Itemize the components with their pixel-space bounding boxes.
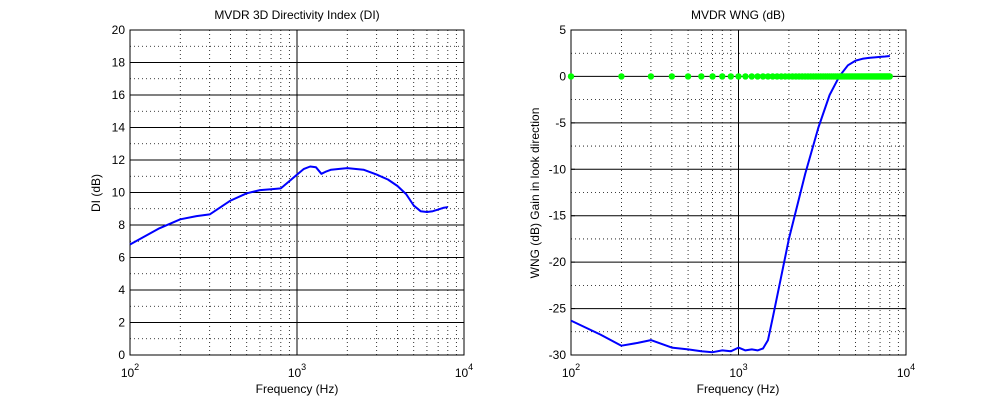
data-point [698, 73, 705, 80]
series-line [570, 55, 890, 354]
data-point [684, 73, 692, 80]
x-tick-label: 102 [562, 362, 580, 380]
y-tick-label: 2 [118, 316, 125, 330]
marker-series [567, 73, 893, 80]
y-tick-label: 5 [559, 23, 566, 37]
y-tick-label: 0 [118, 348, 125, 362]
data-point [709, 73, 716, 80]
data-point [742, 73, 749, 80]
y-tick-label: 0 [559, 69, 566, 83]
plot-frame [129, 29, 465, 356]
data-point [735, 73, 742, 80]
y-tick-label: 10 [112, 186, 126, 200]
y-tick-label: 16 [112, 88, 126, 102]
data-point [618, 73, 625, 80]
x-tick-label: 102 [121, 362, 139, 380]
y-tick-label: 14 [112, 121, 126, 135]
plot-frame [570, 29, 907, 356]
data-point [754, 73, 761, 80]
x-tick-label: 103 [729, 362, 747, 380]
x-axis-label: Frequency (Hz) [697, 382, 780, 396]
y-tick-label: 18 [112, 56, 126, 70]
y-tick-label: -15 [549, 209, 567, 223]
y-tick-label: 20 [112, 23, 126, 37]
white-noise-gain-chart: MVDR WNG (dB) Frequency (Hz) WNG (dB) Ga… [528, 8, 915, 396]
chart-title: MVDR 3D Directivity Index (DI) [214, 8, 379, 22]
y-tick-label: 4 [118, 283, 125, 297]
y-tick-label: -5 [555, 116, 566, 130]
data-point [764, 73, 772, 80]
y-tick-label: 8 [118, 218, 125, 232]
data-point [567, 73, 575, 80]
chart-title: MVDR WNG (dB) [691, 8, 785, 22]
data-point [668, 73, 676, 80]
y-tick-label: -20 [549, 255, 567, 269]
y-tick-label: -30 [549, 348, 567, 362]
y-tick-label: -25 [549, 302, 567, 316]
x-tick-label: 104 [455, 362, 473, 380]
data-point [727, 73, 735, 80]
x-axis-label: Frequency (Hz) [256, 382, 339, 396]
data-point [719, 73, 726, 80]
data-point [647, 73, 655, 80]
data-point [759, 73, 767, 80]
y-axis-label: DI (dB) [89, 174, 103, 212]
data-point [769, 73, 776, 80]
y-tick-label: 6 [118, 251, 125, 265]
directivity-index-chart: MVDR 3D Directivity Index (DI) Frequency… [89, 8, 473, 396]
y-axis-label: WNG (dB) Gain in look direction [528, 108, 542, 279]
grid [129, 29, 465, 356]
x-tick-label: 103 [288, 362, 306, 380]
series-line [129, 165, 448, 246]
y-tick-label: -10 [549, 162, 567, 176]
grid [570, 29, 907, 356]
x-tick-label: 104 [897, 362, 915, 380]
data-point [748, 73, 755, 80]
data-point [886, 73, 893, 80]
y-tick-label: 12 [112, 153, 126, 167]
